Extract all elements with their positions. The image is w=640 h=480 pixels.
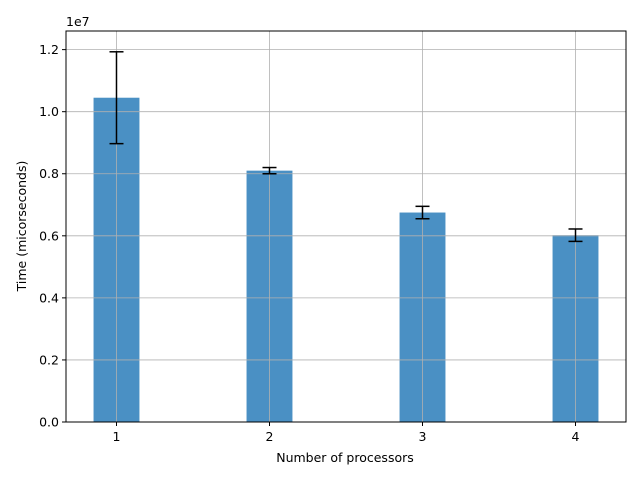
y-ticks: 0.0 0.2 0.4 0.6 0.8 1.0 1.2 [39, 42, 66, 430]
bars [93, 97, 599, 422]
x-ticks: 1 2 3 4 [113, 422, 580, 444]
x-tick-label: 3 [419, 429, 427, 444]
x-axis-label: Number of processors [276, 450, 414, 465]
y-tick-label: 0.4 [39, 290, 59, 305]
y-tick-label: 0.8 [39, 166, 59, 181]
plot-frame [65, 30, 627, 423]
grid [66, 31, 626, 423]
error-bars [109, 51, 583, 243]
y-tick-label: 0.0 [39, 415, 59, 430]
x-tick-label: 2 [266, 429, 274, 444]
y-tick-label: 1.2 [39, 42, 59, 57]
y-tick-label: 0.2 [39, 352, 59, 367]
y-axis-label: Time (micorseconds) [14, 161, 29, 293]
x-tick-label: 4 [572, 429, 580, 444]
y-tick-label: 1.0 [39, 104, 59, 119]
y-tick-label: 0.6 [39, 228, 59, 243]
x-tick-label: 1 [113, 429, 121, 444]
y-multiplier: 1e7 [66, 14, 90, 29]
